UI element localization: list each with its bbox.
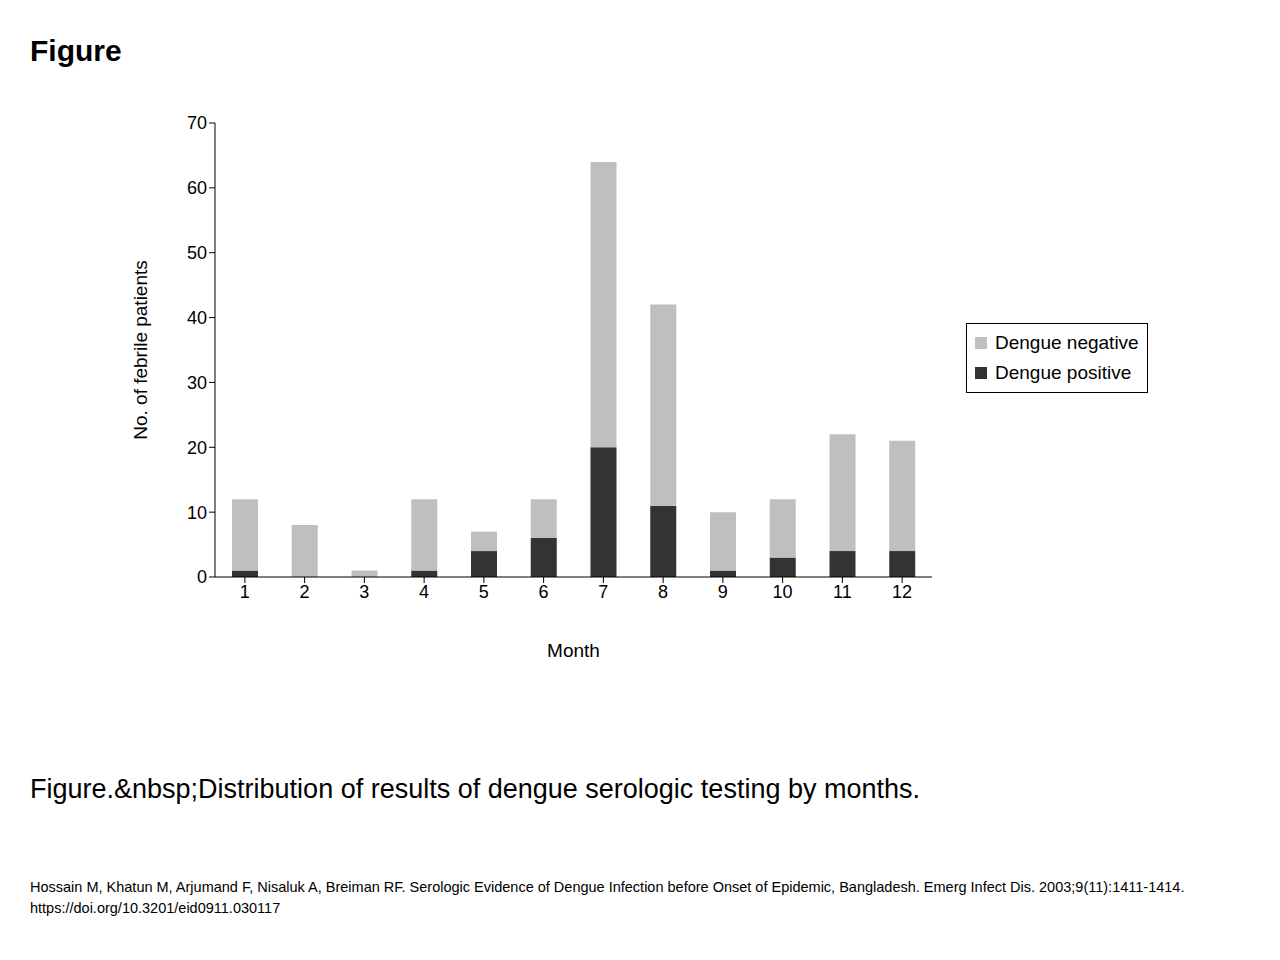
svg-text:10: 10 xyxy=(187,503,207,523)
svg-text:50: 50 xyxy=(187,243,207,263)
svg-text:3: 3 xyxy=(359,582,369,602)
svg-text:6: 6 xyxy=(539,582,549,602)
html-text:Figure.&nbsp;Distribution of r: Figure.&nbsp;Distribution of results of … xyxy=(30,774,920,804)
svg-text:60: 60 xyxy=(187,178,207,198)
svg-text:20: 20 xyxy=(187,438,207,458)
svg-text:12: 12 xyxy=(892,582,912,602)
svg-text:9: 9 xyxy=(718,582,728,602)
svg-text:0: 0 xyxy=(197,567,207,587)
svg-text:1: 1 xyxy=(240,582,250,602)
svg-text:No. of febrile patients: No. of febrile patients xyxy=(130,260,151,440)
svg-text:5: 5 xyxy=(479,582,489,602)
svg-text:Month: Month xyxy=(547,640,600,661)
html-text:Hossain M, Khatun M, Arjumand: Hossain M, Khatun M, Arjumand F, Nisaluk… xyxy=(30,879,1185,895)
svg-text:10: 10 xyxy=(773,582,793,602)
svg-text:4: 4 xyxy=(419,582,429,602)
svg-text:8: 8 xyxy=(658,582,668,602)
html-text:Figure: Figure xyxy=(30,34,122,67)
html-text:Dengue positive: Dengue positive xyxy=(995,362,1132,383)
svg-text:7: 7 xyxy=(598,582,608,602)
svg-text:2: 2 xyxy=(300,582,310,602)
svg-text:30: 30 xyxy=(187,373,207,393)
svg-text:40: 40 xyxy=(187,308,207,328)
svg-text:11: 11 xyxy=(833,582,852,602)
html-text:Dengue negative: Dengue negative xyxy=(995,332,1139,353)
svg-text:70: 70 xyxy=(187,113,207,133)
html-text:https://doi.org/10.3201/eid091: https://doi.org/10.3201/eid0911.030117 xyxy=(30,900,281,916)
